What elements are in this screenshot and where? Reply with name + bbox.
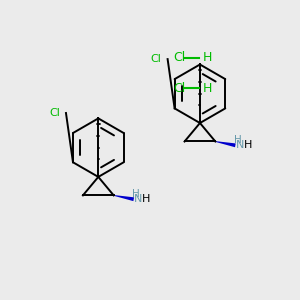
Text: H: H xyxy=(202,82,212,95)
Text: H: H xyxy=(132,189,140,199)
Text: H: H xyxy=(234,135,242,145)
Text: Cl: Cl xyxy=(173,82,185,95)
Text: Cl: Cl xyxy=(49,108,60,118)
Text: H: H xyxy=(142,194,150,204)
Text: N: N xyxy=(134,194,142,204)
Text: N: N xyxy=(236,140,244,150)
Text: H: H xyxy=(244,140,252,150)
Polygon shape xyxy=(114,195,134,201)
Text: H: H xyxy=(202,51,212,64)
Text: Cl: Cl xyxy=(151,54,161,64)
Polygon shape xyxy=(215,141,236,147)
Text: Cl: Cl xyxy=(173,51,185,64)
